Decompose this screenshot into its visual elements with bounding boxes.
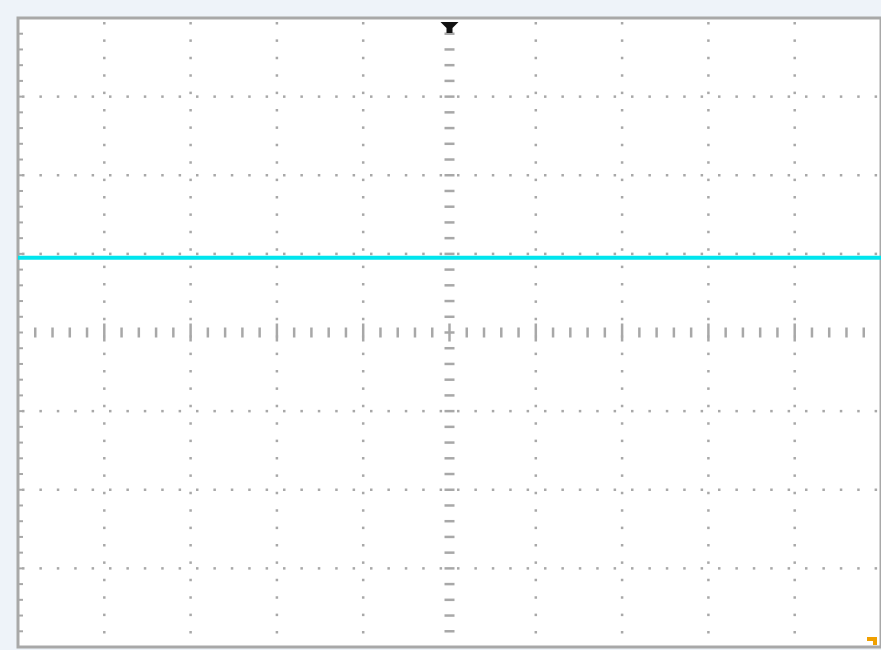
trigger-position-arrow-icon[interactable]: [440, 22, 459, 33]
corner-marker-icon: [867, 637, 877, 645]
